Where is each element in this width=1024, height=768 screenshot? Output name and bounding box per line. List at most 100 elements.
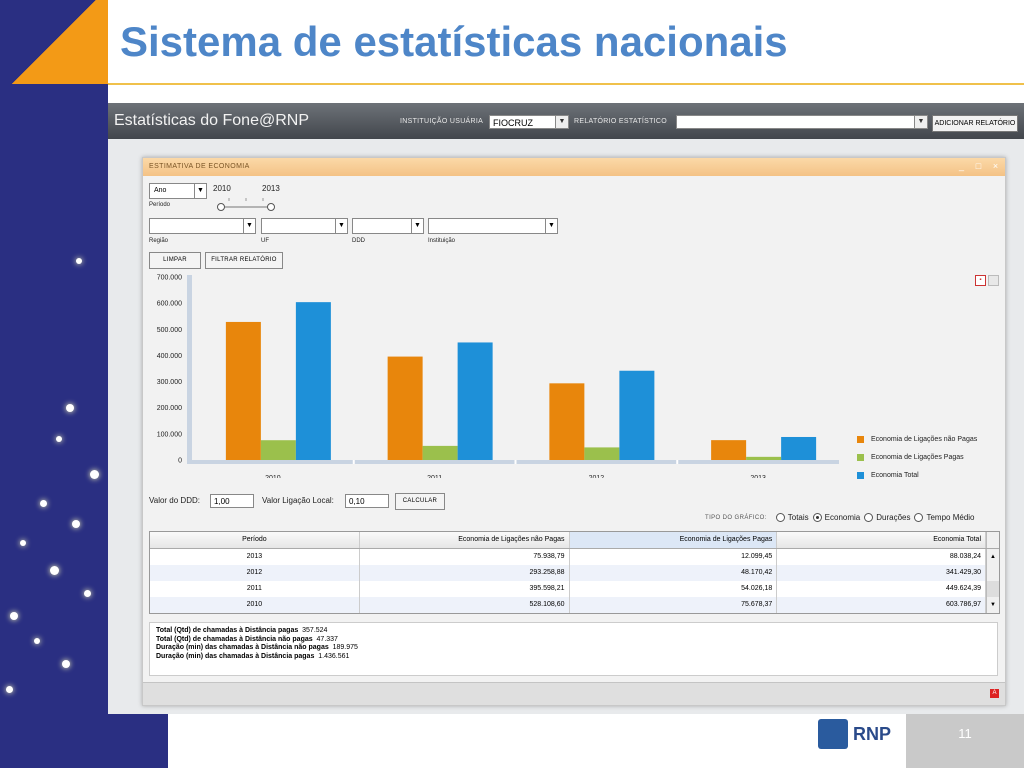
bar-2013-series-2 <box>781 436 817 460</box>
scrollbar-track[interactable] <box>986 565 999 581</box>
periodo-select[interactable]: Ano ▼ <box>149 183 207 199</box>
limpar-button[interactable]: LIMPAR <box>149 252 201 269</box>
pdf-icon[interactable]: A <box>990 689 999 698</box>
periodo-range-slider[interactable] <box>217 194 277 212</box>
x-tick-label: 2012 <box>589 475 605 478</box>
data-table: Período Economia de Ligações não Pagas E… <box>149 531 1000 614</box>
radio-tempo-medio[interactable] <box>914 513 924 522</box>
relatorio-select[interactable]: ▼ <box>676 115 928 129</box>
valor-ddd-input[interactable]: 1,00 <box>210 494 254 508</box>
radio-duracoes-label[interactable]: Durações <box>876 513 911 522</box>
app-window: Estatísticas do Fone@RNP INSTITUIÇÃO USU… <box>108 103 1024 714</box>
column-header[interactable]: Economia Total <box>777 532 986 548</box>
scrollbar-thumb[interactable] <box>986 581 999 597</box>
bar-2013-series-0 <box>711 440 747 460</box>
radio-totais[interactable] <box>775 513 785 522</box>
chevron-down-icon: ▼ <box>411 219 423 233</box>
slider-handle-start[interactable] <box>217 203 225 211</box>
filtrar-relatorio-button[interactable]: FILTRAR RELATÓRIO <box>205 252 283 269</box>
summary-line: Duração (min) das chamadas à Distância p… <box>156 653 991 662</box>
chevron-down-icon: ▼ <box>914 116 927 128</box>
table-cell: 88.038,24 <box>777 549 986 565</box>
minimize-icon[interactable]: _ <box>958 161 964 171</box>
y-tick-label: 500.000 <box>157 327 182 334</box>
radio-economia[interactable] <box>812 513 822 522</box>
chevron-down-icon: ▼ <box>335 219 347 233</box>
column-header[interactable]: Economia de Ligações não Pagas <box>360 532 570 548</box>
rnp-logo: RNP <box>818 716 891 752</box>
summary-value: 357.524 <box>302 627 328 634</box>
bar-2011-series-1 <box>422 445 458 460</box>
x-tick-label: 2013 <box>750 475 766 478</box>
summary-value: 189.975 <box>332 644 358 652</box>
instituicao-select[interactable]: FIOCRUZ ▼ <box>489 115 569 129</box>
uf-select[interactable]: ▼ <box>261 218 348 234</box>
spark-dot <box>6 686 13 693</box>
close-icon[interactable]: × <box>992 161 999 171</box>
pdf-export-icon[interactable]: ▪ <box>975 275 986 286</box>
radio-economia-label[interactable]: Economia <box>824 513 861 522</box>
calcular-button[interactable]: CALCULAR <box>395 493 445 510</box>
y-tick-label: 200.000 <box>157 405 182 412</box>
table-cell: 2013 <box>150 549 360 565</box>
table-cell: 12.099,45 <box>570 549 778 565</box>
summary-line: Total (Qtd) de chamadas à Distância não … <box>156 636 991 645</box>
panel-header: ESTIMATIVA DE ECONOMIA _ □ × <box>143 158 1005 176</box>
table-cell: 528.108,60 <box>360 597 570 613</box>
summary-label: Duração (min) das chamadas à Distância p… <box>156 653 315 661</box>
summary-line: Total (Qtd) de chamadas à Distância paga… <box>156 627 991 636</box>
table-cell: 341.429,30 <box>777 565 986 581</box>
regiao-select[interactable]: ▼ <box>149 218 256 234</box>
title-underline <box>108 83 1024 85</box>
column-header[interactable]: Período <box>150 532 360 548</box>
maximize-icon[interactable]: □ <box>975 161 982 171</box>
spark-dot <box>62 660 70 668</box>
table-cell: 75.938,79 <box>360 549 570 565</box>
chevron-down-icon: ▼ <box>243 219 255 233</box>
slide-corner-accent <box>0 0 108 84</box>
table-cell: 2010 <box>150 597 360 613</box>
table-row[interactable]: 2013 75.938,79 12.099,45 88.038,24 ▲ <box>150 549 999 565</box>
y-axis-line <box>187 275 192 464</box>
slider-handle-end[interactable] <box>267 203 275 211</box>
slide-left-band <box>0 0 108 768</box>
spark-dot <box>66 404 74 412</box>
radio-duracoes[interactable] <box>864 513 874 522</box>
adicionar-relatorio-button[interactable]: ADICIONAR RELATÓRIO <box>932 115 1018 132</box>
spark-dot <box>34 638 40 644</box>
instituicao-filter-select[interactable]: ▼ <box>428 218 558 234</box>
column-header[interactable]: Economia de Ligações Pagas <box>569 532 778 548</box>
valor-local-input[interactable]: 0,10 <box>345 494 389 508</box>
chevron-down-icon: ▼ <box>545 219 557 233</box>
x-tick-label: 2010 <box>265 475 281 478</box>
spark-dot <box>72 520 80 528</box>
slide-bottom-band <box>0 714 168 768</box>
radio-tempo-medio-label[interactable]: Tempo Médio <box>926 513 975 522</box>
tipo-grafico-group: TIPO DO GRÁFICO: Totais Economia Duraçõe… <box>705 513 975 522</box>
summary-box: Total (Qtd) de chamadas à Distância paga… <box>149 622 998 676</box>
bar-2013-series-1 <box>746 456 782 460</box>
table-row[interactable]: 2012 293.258,88 48.170,42 341.429,30 <box>150 565 999 581</box>
chevron-down-icon: ▼ <box>555 116 568 128</box>
ddd-select[interactable]: ▼ <box>352 218 424 234</box>
scroll-down-icon[interactable]: ▼ <box>986 597 999 613</box>
y-tick-label: 100.000 <box>157 431 182 438</box>
valor-ddd-label: Valor do DDD: <box>149 496 200 505</box>
slider-end-label: 2013 <box>262 184 280 193</box>
bar-2012-series-2 <box>619 370 655 460</box>
radio-totais-label[interactable]: Totais <box>787 513 809 522</box>
rnp-logo-icon <box>818 719 848 749</box>
table-row[interactable]: 2010 528.108,60 75.678,37 603.786,97 ▼ <box>150 597 999 613</box>
spark-dot <box>84 590 91 597</box>
scroll-up-icon[interactable]: ▲ <box>986 549 999 565</box>
print-icon[interactable] <box>988 275 999 286</box>
spark-dot <box>40 500 47 507</box>
table-row[interactable]: 2011 395.598,21 54.026,18 449.624,39 <box>150 581 999 597</box>
bar-2012-series-1 <box>584 447 620 460</box>
legend-label: Economia de Ligações não Pagas <box>871 436 978 443</box>
legend-swatch <box>857 436 864 443</box>
legend-item: Economia Total <box>857 472 919 479</box>
legend-item: Economia de Ligações Pagas <box>857 454 964 461</box>
bar-2011-series-0 <box>387 356 423 460</box>
spark-dot <box>20 540 26 546</box>
